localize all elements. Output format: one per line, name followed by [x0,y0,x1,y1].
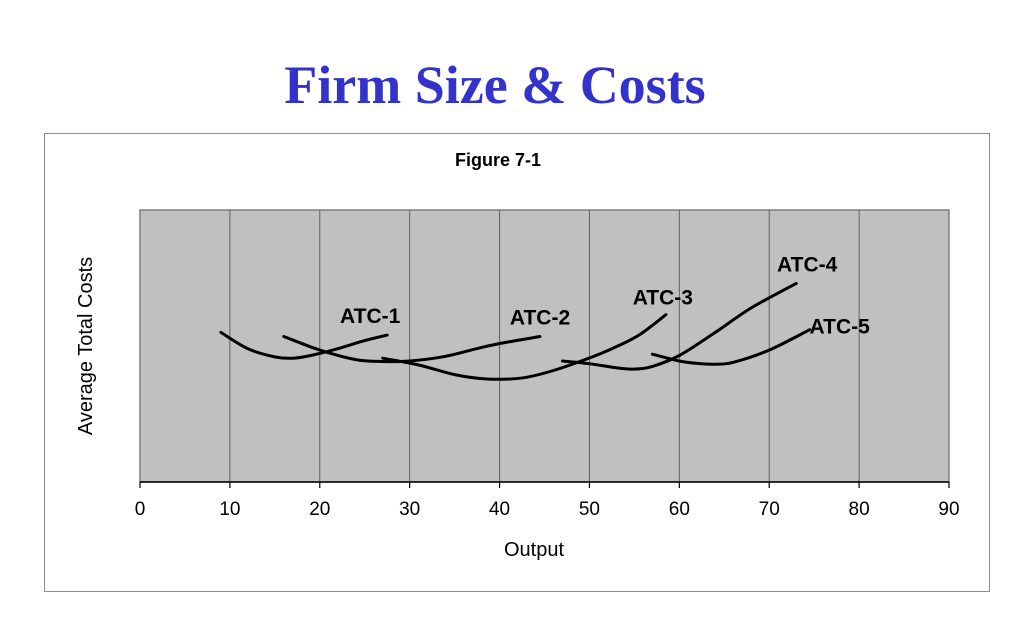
x-tick-label: 20 [309,499,330,520]
series-line-atc-2 [282,335,542,364]
series-line-atc-3 [381,313,668,381]
series-line-atc-5 [650,328,812,366]
series-label-atc-4: ATC-4 [777,253,838,276]
series-label-atc-1: ATC-1 [340,305,401,328]
x-tick-label: 60 [669,499,690,520]
series-label-atc-2: ATC-2 [510,306,570,329]
x-axis-title: Output [504,539,564,561]
x-tick-label: 70 [759,499,780,520]
plot-area [139,209,950,483]
x-tick-label: 80 [849,499,870,520]
chart-title: Figure 7-1 [455,150,541,170]
series-line-atc-1 [219,330,389,360]
x-tick-label: 30 [399,499,420,520]
x-tick-label: 10 [219,499,240,520]
y-axis-title: Average Total Costs [75,257,97,435]
x-tick-label: 0 [135,499,146,520]
x-tick-label: 50 [579,499,600,520]
series-line-atc-4 [561,281,798,371]
series-label-atc-5: ATC-5 [810,316,871,339]
x-tick-label: 90 [938,499,959,520]
x-tick-label: 40 [489,499,510,520]
series-label-atc-3: ATC-3 [633,287,693,310]
slide-title: Firm Size & Costs [284,55,706,115]
